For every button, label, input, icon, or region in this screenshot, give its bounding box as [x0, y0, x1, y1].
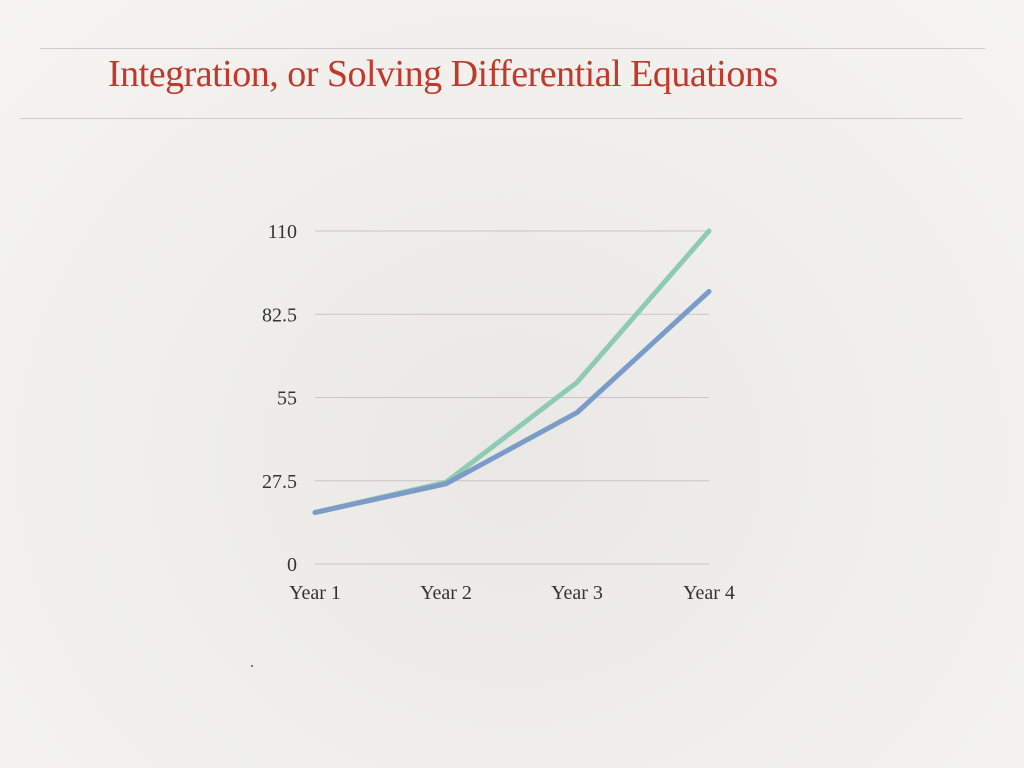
x-tick-label: Year 2: [420, 582, 472, 604]
y-tick-label: 110: [268, 221, 297, 243]
stray-dot: [251, 665, 253, 667]
gridlines: [315, 230, 709, 565]
y-tick-label: 82.5: [262, 304, 297, 326]
y-tick-label: 27.5: [262, 471, 297, 493]
series-line-2: [312, 289, 712, 515]
y-tick-label: 0: [287, 554, 297, 576]
title-divider: [20, 118, 963, 119]
series-lines: [312, 228, 712, 515]
x-axis-tick-labels: Year 1 Year 2 Year 3 Year 4: [289, 582, 735, 604]
x-tick-label: Year 1: [289, 582, 341, 604]
series-line-1: [312, 228, 712, 515]
slide-title: Integration, or Solving Differential Equ…: [108, 53, 778, 95]
x-tick-label: Year 3: [551, 582, 603, 604]
y-tick-label: 55: [277, 388, 297, 410]
top-divider: [40, 48, 985, 49]
y-axis-tick-labels: 0 27.5 55 82.5 110: [262, 221, 297, 576]
x-tick-label: Year 4: [683, 582, 735, 604]
